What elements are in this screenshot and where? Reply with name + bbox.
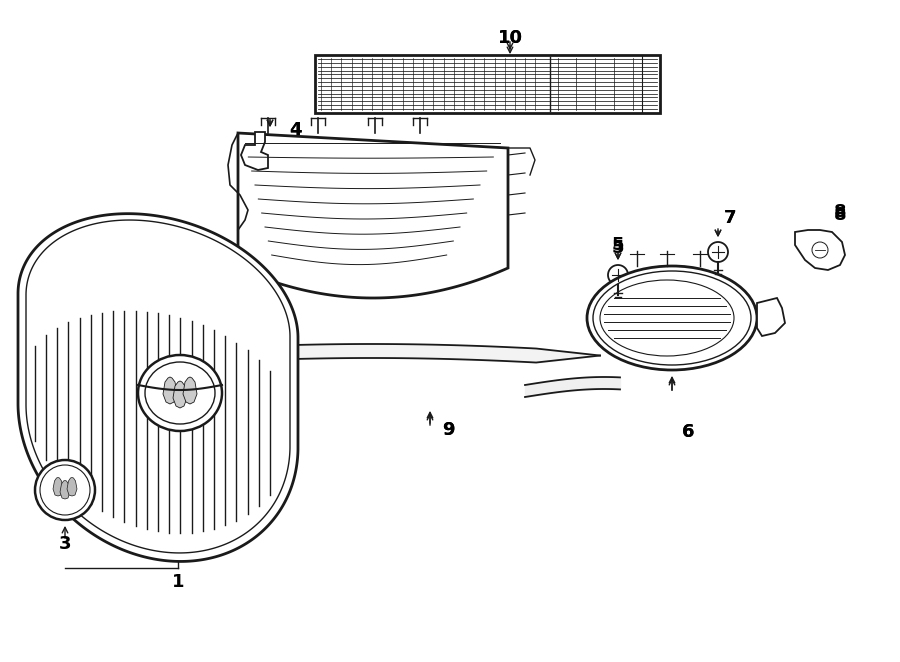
- Text: 9: 9: [442, 421, 454, 439]
- Polygon shape: [53, 477, 63, 496]
- Text: 6: 6: [682, 423, 694, 441]
- Text: 9: 9: [442, 421, 454, 439]
- Text: 4: 4: [289, 121, 302, 139]
- Circle shape: [812, 242, 828, 258]
- Circle shape: [175, 285, 195, 305]
- Text: 7: 7: [724, 209, 736, 227]
- Polygon shape: [26, 220, 290, 553]
- Ellipse shape: [587, 266, 757, 370]
- Text: 10: 10: [498, 29, 523, 47]
- Polygon shape: [60, 481, 70, 499]
- Text: 3: 3: [58, 535, 71, 553]
- Text: 1: 1: [172, 573, 184, 591]
- Text: 6: 6: [682, 423, 694, 441]
- Text: 10: 10: [498, 29, 523, 47]
- Polygon shape: [163, 377, 177, 404]
- Polygon shape: [795, 230, 845, 270]
- Text: 2: 2: [169, 263, 181, 281]
- Circle shape: [708, 242, 728, 262]
- Circle shape: [608, 265, 628, 285]
- Bar: [315, 55, 660, 113]
- Polygon shape: [238, 133, 508, 298]
- Circle shape: [40, 465, 90, 515]
- Text: 2: 2: [169, 263, 181, 281]
- Ellipse shape: [145, 362, 215, 424]
- Polygon shape: [173, 381, 187, 408]
- Ellipse shape: [600, 280, 734, 356]
- Text: 8: 8: [833, 206, 846, 224]
- Ellipse shape: [593, 271, 751, 365]
- Text: 7: 7: [724, 209, 736, 227]
- Text: 4: 4: [289, 121, 302, 139]
- Polygon shape: [67, 477, 77, 496]
- Text: 5: 5: [612, 236, 625, 254]
- Circle shape: [35, 460, 95, 520]
- Ellipse shape: [138, 355, 222, 431]
- Text: 8: 8: [833, 203, 846, 221]
- Polygon shape: [241, 132, 268, 170]
- Polygon shape: [183, 377, 197, 404]
- Polygon shape: [18, 214, 298, 561]
- Polygon shape: [757, 298, 785, 336]
- Text: 5: 5: [612, 239, 625, 257]
